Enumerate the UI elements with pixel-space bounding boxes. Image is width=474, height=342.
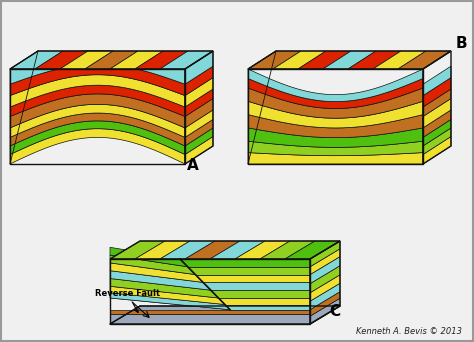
Polygon shape	[10, 85, 185, 117]
Polygon shape	[285, 241, 340, 259]
Polygon shape	[310, 298, 340, 324]
Polygon shape	[248, 51, 301, 69]
Polygon shape	[423, 136, 451, 164]
Polygon shape	[423, 110, 451, 137]
Polygon shape	[398, 51, 451, 69]
Polygon shape	[310, 241, 340, 267]
Polygon shape	[423, 89, 451, 117]
Polygon shape	[160, 51, 213, 69]
Text: C: C	[329, 304, 340, 319]
Polygon shape	[185, 78, 213, 107]
Polygon shape	[203, 282, 310, 290]
Polygon shape	[273, 51, 326, 69]
Polygon shape	[248, 153, 423, 164]
Polygon shape	[10, 51, 63, 69]
Polygon shape	[110, 271, 211, 290]
Polygon shape	[10, 113, 185, 146]
Polygon shape	[185, 89, 213, 117]
Polygon shape	[60, 51, 113, 69]
Polygon shape	[310, 292, 340, 316]
Polygon shape	[110, 255, 195, 275]
Polygon shape	[110, 298, 230, 310]
Polygon shape	[248, 79, 423, 108]
Polygon shape	[423, 128, 451, 155]
Polygon shape	[210, 241, 265, 259]
Polygon shape	[423, 119, 451, 146]
Text: Reverse Fault: Reverse Fault	[95, 289, 160, 313]
Polygon shape	[185, 128, 213, 155]
Text: B: B	[455, 36, 467, 51]
Polygon shape	[180, 259, 310, 267]
Polygon shape	[10, 75, 185, 107]
Polygon shape	[110, 306, 340, 324]
Polygon shape	[310, 275, 340, 301]
Polygon shape	[373, 51, 426, 69]
Polygon shape	[35, 51, 88, 69]
Polygon shape	[110, 286, 225, 304]
Polygon shape	[185, 98, 213, 128]
Polygon shape	[10, 50, 185, 84]
Polygon shape	[310, 256, 340, 284]
Polygon shape	[260, 241, 315, 259]
Polygon shape	[10, 129, 185, 164]
Polygon shape	[110, 310, 310, 314]
Polygon shape	[211, 290, 310, 298]
Polygon shape	[248, 69, 423, 102]
Polygon shape	[185, 136, 213, 164]
Polygon shape	[185, 119, 213, 146]
Text: Kenneth A. Bevis © 2013: Kenneth A. Bevis © 2013	[356, 327, 462, 336]
Polygon shape	[219, 298, 310, 304]
Polygon shape	[225, 304, 310, 310]
Polygon shape	[310, 283, 340, 310]
Polygon shape	[110, 263, 203, 282]
Polygon shape	[423, 78, 451, 107]
Polygon shape	[110, 241, 165, 259]
Polygon shape	[110, 293, 230, 310]
Polygon shape	[310, 249, 340, 275]
Polygon shape	[10, 121, 185, 155]
Polygon shape	[185, 241, 240, 259]
Polygon shape	[348, 51, 401, 69]
Polygon shape	[110, 247, 188, 267]
Polygon shape	[160, 241, 215, 259]
Polygon shape	[423, 98, 451, 128]
Polygon shape	[10, 104, 185, 137]
Polygon shape	[310, 266, 340, 293]
Polygon shape	[135, 51, 188, 69]
Polygon shape	[248, 88, 423, 118]
Polygon shape	[10, 94, 185, 128]
Polygon shape	[248, 141, 423, 156]
Polygon shape	[195, 275, 310, 282]
Polygon shape	[298, 51, 351, 69]
Polygon shape	[248, 128, 423, 147]
Polygon shape	[248, 115, 423, 137]
Polygon shape	[85, 51, 138, 69]
Polygon shape	[110, 314, 310, 324]
Polygon shape	[235, 241, 290, 259]
Polygon shape	[323, 51, 376, 69]
Polygon shape	[10, 64, 185, 96]
Polygon shape	[248, 101, 423, 128]
Text: A: A	[187, 158, 199, 173]
Polygon shape	[135, 241, 190, 259]
Polygon shape	[185, 51, 213, 84]
Polygon shape	[188, 267, 310, 275]
Polygon shape	[110, 278, 219, 298]
Polygon shape	[185, 110, 213, 137]
Polygon shape	[423, 66, 451, 96]
Polygon shape	[185, 66, 213, 96]
Polygon shape	[110, 51, 163, 69]
